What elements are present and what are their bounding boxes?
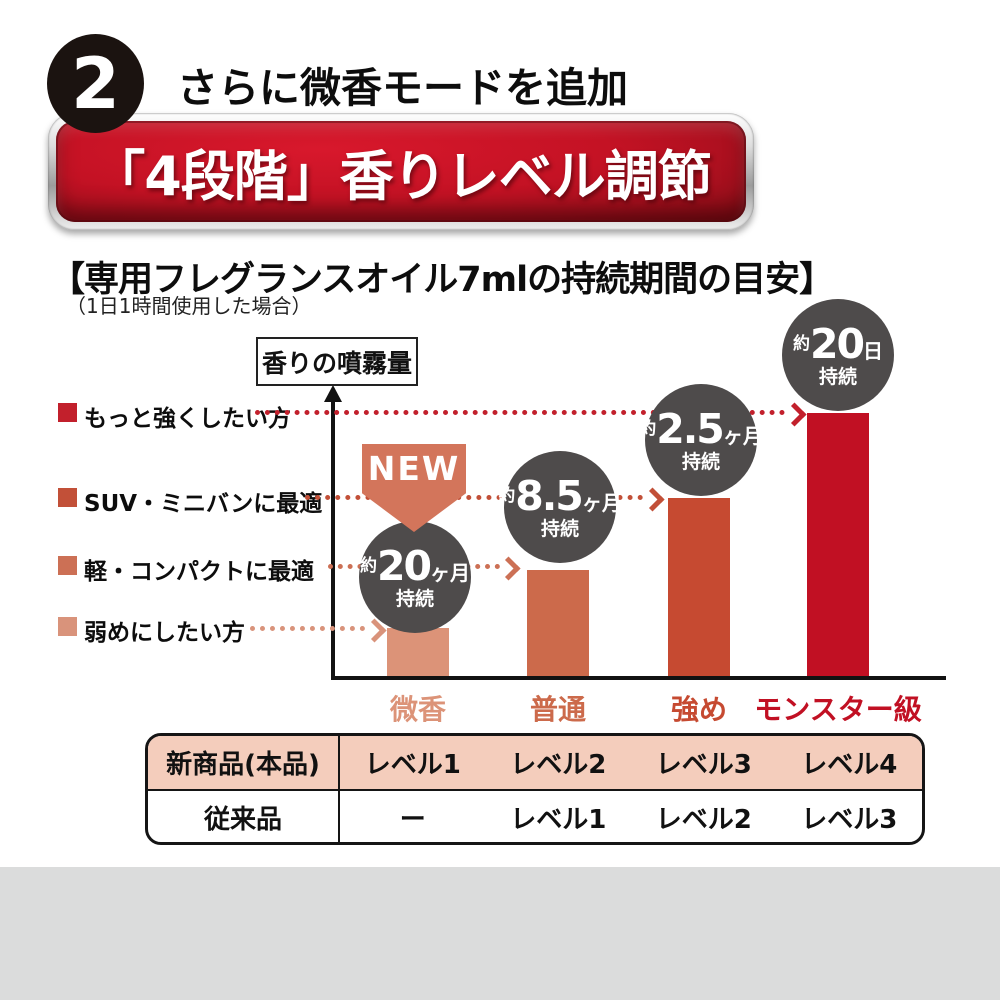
duration-value: 約20ヶ月 (359, 541, 471, 590)
headline-banner: 「4段階」香りレベル調節 (48, 113, 754, 230)
table-cell: レベル2 (510, 750, 607, 780)
bar-bikou (387, 628, 449, 676)
duration-suffix: 持続 (818, 365, 857, 388)
table-cell: レベル1 (364, 750, 461, 780)
table-header-cell: 従来品 (148, 791, 340, 842)
table-cell: レベル1 (510, 805, 607, 835)
headline-banner-text: 「4段階」香りレベル調節 (91, 145, 712, 208)
dotted-connector-weak (250, 626, 365, 631)
duration-value: 約8.5ヶ月 (498, 471, 622, 520)
x-category-tsuyome: 強め (670, 693, 727, 726)
step-number-badge: 2 (47, 34, 144, 133)
duration-value: 約2.5ヶ月 (639, 404, 763, 453)
duration-circle-monster: 約20日 持続 (782, 299, 894, 411)
new-badge-text: NEW (367, 449, 461, 488)
legend-swatch-suv (58, 488, 77, 507)
table-row-previous-product: 従来品 ー レベル1 レベル2 レベル3 (148, 791, 922, 842)
table-cell: レベル2 (655, 805, 752, 835)
x-category-futsuu: 普通 (529, 693, 586, 726)
x-axis-line (331, 676, 946, 680)
comparison-table: 新商品(本品) レベル1 レベル2 レベル3 レベル4 従来品 ー レベル1 レ… (145, 733, 925, 845)
arrow-right-icon (782, 402, 807, 427)
table-row-new-product: 新商品(本品) レベル1 レベル2 レベル3 レベル4 (148, 736, 922, 791)
duration-suffix: 持続 (395, 587, 434, 610)
y-axis-label-box: 香りの噴霧量 (256, 337, 418, 386)
x-category-bikou: 微香 (389, 693, 446, 726)
new-badge: NEW (362, 444, 466, 532)
duration-suffix: 持続 (681, 450, 720, 473)
duration-circle-futsuu: 約8.5ヶ月 持続 (498, 451, 622, 563)
table-cell: ー (399, 805, 426, 835)
legend-label-compact: 軽・コンパクトに最適 (84, 559, 314, 585)
y-axis-arrow-icon (324, 385, 342, 402)
dotted-connector-suv (305, 495, 643, 500)
bar-monster (807, 413, 869, 676)
legend-label-suv: SUV・ミニバンに最適 (84, 491, 323, 517)
arrow-right-icon (496, 556, 521, 581)
duration-value: 約20日 (792, 319, 884, 368)
footer-note-box: 香りのレベル調節は、さらに微香を追加した4段階に増えました。 微香を好む方や、小… (0, 867, 1000, 1000)
duration-suffix: 持続 (540, 517, 579, 540)
duration-circle-bikou: 約20ヶ月 持続 (359, 521, 471, 633)
table-header-cell: 新商品(本品) (148, 736, 340, 789)
section-condition-note: （1日1時間使用した場合） (66, 294, 312, 318)
arrow-right-icon (640, 487, 665, 512)
x-category-monster: モンスター級 (754, 693, 922, 726)
legend-swatch-strongest (58, 403, 77, 422)
y-axis-line (331, 401, 335, 678)
legend-label-strongest: もっと強くしたい方 (84, 406, 291, 432)
dotted-connector-strongest (255, 410, 785, 415)
bar-tsuyome (668, 498, 730, 676)
section-heading: 【専用フレグランスオイル7mlの持続期間の目安】 (50, 260, 834, 300)
table-cell: レベル4 (801, 750, 898, 780)
legend-swatch-weak (58, 617, 77, 636)
headline-banner-red-panel: 「4段階」香りレベル調節 (56, 121, 746, 222)
legend-swatch-compact (58, 556, 77, 575)
duration-circle-tsuyome: 約2.5ヶ月 持続 (639, 384, 763, 496)
bar-futsuu (527, 570, 589, 676)
legend-label-weak: 弱めにしたい方 (84, 620, 245, 646)
step-title: さらに微香モードを追加 (177, 64, 628, 112)
table-cell: レベル3 (655, 750, 752, 780)
table-cell: レベル3 (801, 805, 898, 835)
